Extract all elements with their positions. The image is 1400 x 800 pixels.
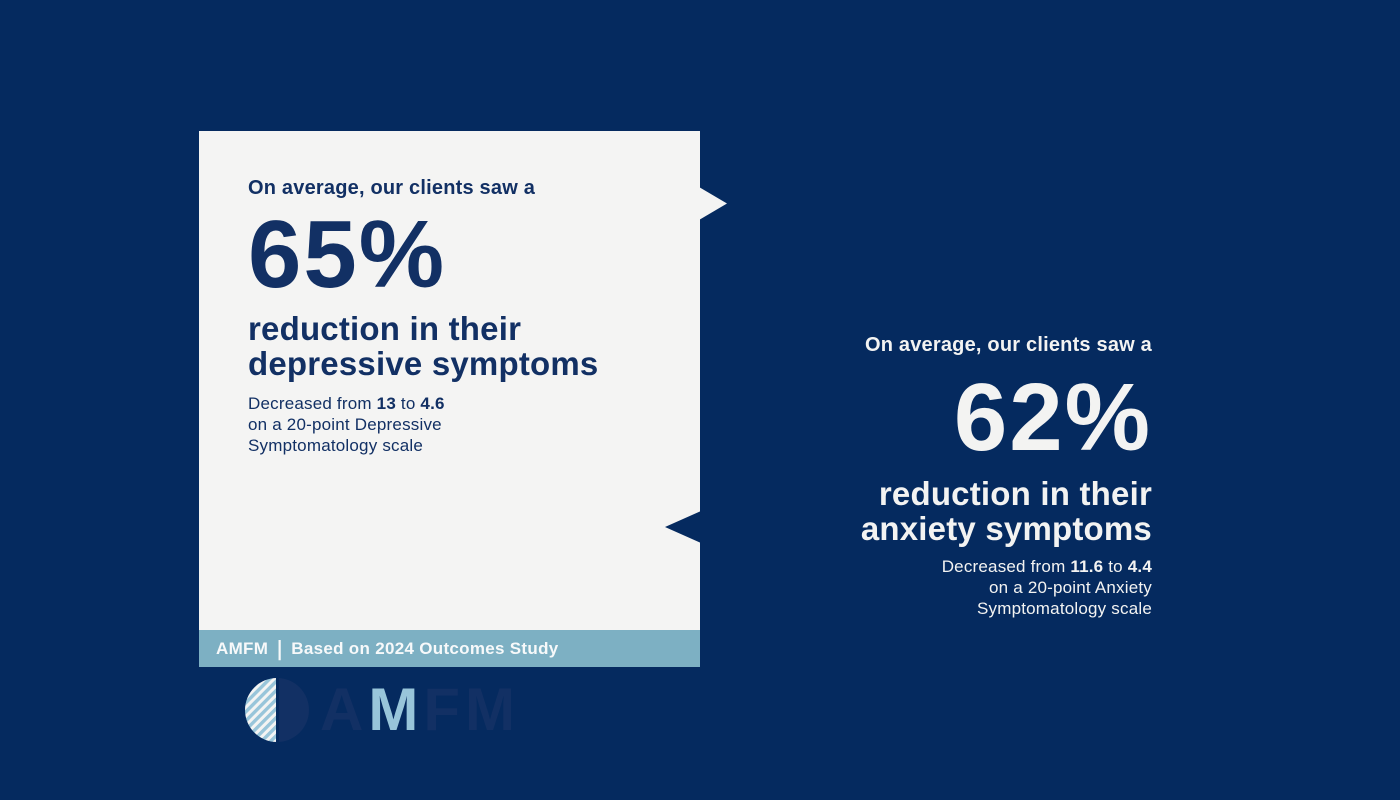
wordmark-letter: M xyxy=(368,676,424,743)
footer-separator: | xyxy=(277,636,283,660)
depression-headline: reduction in their depressive symptoms xyxy=(248,311,668,381)
depression-headline-line2: depressive symptoms xyxy=(248,345,599,382)
anxiety-headline-line2: anxiety symptoms xyxy=(860,510,1152,547)
detail-connector: to xyxy=(395,394,421,413)
depression-detail-line3: Symptomatology scale xyxy=(248,436,424,455)
amfm-logo-circle-icon xyxy=(245,678,309,742)
detail-from-value: 11.6 xyxy=(1070,557,1104,576)
amfm-wordmark: AMFM xyxy=(320,677,520,743)
anxiety-intro-text: On average, our clients saw a xyxy=(864,334,1152,356)
footer-source-text: Based on 2024 Outcomes Study xyxy=(291,638,559,658)
depression-detail-line1: Decreased from 13 to 4.6 xyxy=(248,393,668,414)
wordmark-letter: M xyxy=(464,676,520,743)
depression-stat-value: 65% xyxy=(248,201,447,308)
anxiety-stat-block: On average, our clients saw a 62% reduct… xyxy=(712,332,1152,619)
detail-prefix: Decreased from xyxy=(941,557,1071,576)
card-tail-right-icon xyxy=(699,187,727,220)
anxiety-stat-value: 62% xyxy=(953,364,1152,471)
detail-to-value: 4.4 xyxy=(1127,557,1152,576)
detail-to-value: 4.6 xyxy=(420,394,445,413)
depression-detail-line2: on a 20-point Depressive xyxy=(248,415,442,434)
depression-intro-text: On average, our clients saw a xyxy=(248,177,536,199)
anxiety-headline: reduction in their anxiety symptoms xyxy=(712,476,1152,546)
anxiety-detail-line2: on a 20-point Anxiety xyxy=(989,578,1152,597)
depression-card-content: On average, our clients saw a 65% reduct… xyxy=(248,175,668,456)
depression-headline-line1: reduction in their xyxy=(248,310,522,347)
anxiety-detail: Decreased from 11.6 to 4.4 on a 20-point… xyxy=(712,556,1152,619)
depression-stat-card: On average, our clients saw a 65% reduct… xyxy=(199,131,700,743)
detail-from-value: 13 xyxy=(376,394,396,413)
detail-connector: to xyxy=(1103,557,1128,576)
wordmark-letter: A xyxy=(320,676,369,743)
footer-brand: AMFM xyxy=(216,638,269,658)
anxiety-detail-line3: Symptomatology scale xyxy=(976,599,1152,618)
wordmark-letter: F xyxy=(423,676,465,743)
card-footer-bar: AMFM | Based on 2024 Outcomes Study xyxy=(199,630,700,667)
anxiety-detail-line1: Decreased from 11.6 to 4.4 xyxy=(712,556,1152,577)
anxiety-headline-line1: reduction in their xyxy=(878,475,1152,512)
depression-detail: Decreased from 13 to 4.6 on a 20-point D… xyxy=(248,393,668,456)
detail-prefix: Decreased from xyxy=(248,394,377,413)
amfm-logo: AMFM xyxy=(243,676,520,744)
